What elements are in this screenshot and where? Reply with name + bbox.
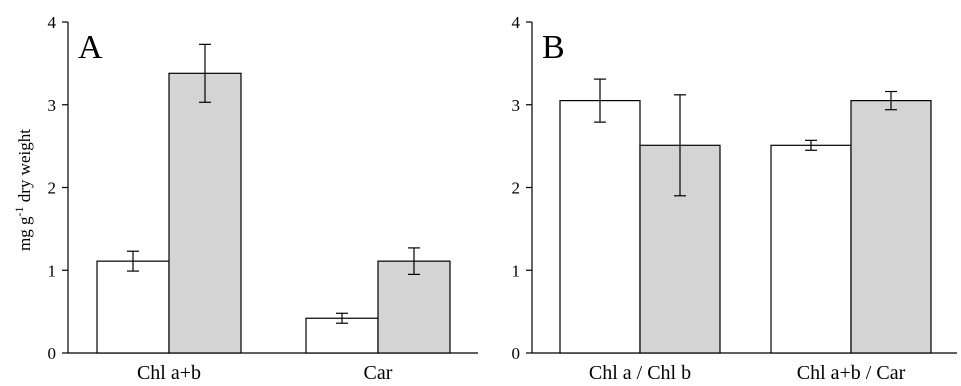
panel-a: 0 1 2 3 4 A Chl a+b Car mg g-1 dry weight <box>12 13 478 384</box>
category-label: Chl a / Chl b <box>589 362 691 384</box>
y-tick-label: 3 <box>512 96 521 115</box>
y-tick-label: 0 <box>512 344 521 363</box>
y-tick-label: 3 <box>48 96 57 115</box>
y-tick-label: 1 <box>48 261 57 280</box>
bar <box>168 72 242 354</box>
y-tick-label: 4 <box>512 13 521 32</box>
category-label: Chl a+b / Car <box>797 362 906 384</box>
bar <box>850 100 932 354</box>
y-tick-label: 2 <box>512 179 521 198</box>
bar <box>96 260 170 354</box>
bar <box>770 144 852 354</box>
y-axis-label: mg g-1 dry weight <box>12 129 34 251</box>
panel-label: A <box>78 29 103 66</box>
panel-b: 0 1 2 3 4 B Chl a / Chl b Chl a+b / Car <box>512 13 957 384</box>
bar <box>377 260 451 354</box>
y-tick-label: 1 <box>512 261 521 280</box>
category-label: Chl a+b <box>137 362 201 384</box>
y-tick-label: 0 <box>48 344 57 363</box>
category-label: Car <box>364 362 393 384</box>
bar <box>559 100 641 354</box>
panel-label: B <box>542 29 565 66</box>
y-tick-label: 2 <box>48 179 57 198</box>
y-tick-label: 4 <box>48 13 57 32</box>
